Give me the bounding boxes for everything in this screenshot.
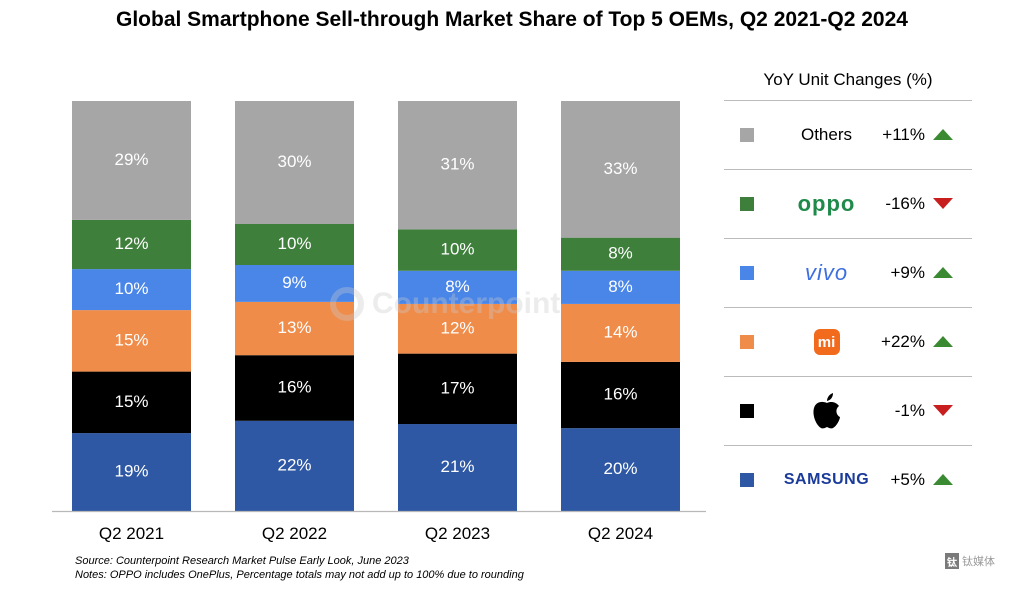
bar-segment-oppo-3 <box>398 229 517 271</box>
triangle-down-icon <box>933 198 953 209</box>
triangle-down-icon <box>933 405 953 416</box>
tmtpost-logo-icon: 钛 <box>945 553 959 569</box>
bar-segment-apple-2 <box>235 355 354 421</box>
bar-segment-vivo-3 <box>398 270 517 304</box>
triangle-up-icon <box>933 336 953 347</box>
data-label-samsung-2: 22% <box>277 455 311 474</box>
legend-panel: YoY Unit Changes (%) Others +11% oppo -16% v… <box>724 62 972 514</box>
data-label-vivo-3: 8% <box>445 277 470 296</box>
data-label-others-2: 30% <box>277 152 311 171</box>
x-tick-label: Q2 2023 <box>425 524 490 543</box>
bar-segment-others-3 <box>398 101 517 230</box>
yoy-change-vivo: +9% <box>890 263 926 282</box>
footnotes: Source: Counterpoint Research Market Pul… <box>75 554 524 582</box>
bar-segment-samsung-1 <box>72 433 191 511</box>
data-label-apple-2: 16% <box>277 377 311 396</box>
bar-segment-xiaomi-3 <box>398 303 517 354</box>
xiaomi-logo: mi <box>774 322 879 362</box>
bar-segment-oppo-1 <box>72 219 191 270</box>
data-label-apple-1: 15% <box>114 392 148 411</box>
bar-segment-others-1 <box>72 101 191 220</box>
bar-segment-apple-3 <box>398 353 517 425</box>
data-label-samsung-1: 19% <box>114 462 148 481</box>
counterpoint-watermark: Counterpoint <box>330 287 560 321</box>
legend-title: YoY Unit Changes (%) <box>724 62 972 101</box>
data-label-samsung-4: 20% <box>603 459 637 478</box>
bar-segment-samsung-2 <box>235 420 354 511</box>
legend-swatch-oppo <box>740 197 754 211</box>
bar-segment-oppo-2 <box>235 224 354 265</box>
data-label-oppo-1: 12% <box>114 234 148 253</box>
counterpoint-watermark-icon <box>330 287 364 321</box>
vivo-logo: vivo <box>774 253 879 293</box>
apple-logo <box>774 391 879 431</box>
triangle-up-icon <box>933 474 953 485</box>
triangle-up-icon <box>933 129 953 140</box>
x-tick-label: Q2 2022 <box>262 524 327 543</box>
bar-segment-apple-4 <box>561 361 680 429</box>
legend-row-xiaomi: mi +22% <box>724 308 972 377</box>
data-label-oppo-2: 10% <box>277 234 311 253</box>
xiaomi-logo-icon: mi <box>813 329 840 355</box>
vivo-logo-text: vivo <box>804 260 849 285</box>
bar-segment-oppo-4 <box>561 237 680 271</box>
data-label-apple-4: 16% <box>603 385 637 404</box>
data-label-xiaomi-2: 13% <box>277 318 311 337</box>
samsung-logo-text: SAMSUNG <box>783 471 870 488</box>
legend-swatch-others <box>740 128 754 142</box>
apple-logo-icon <box>812 393 840 429</box>
bar-segment-vivo-1 <box>72 269 191 311</box>
triangle-up-icon <box>933 267 953 278</box>
data-label-oppo-3: 10% <box>440 240 474 259</box>
yoy-change-xiaomi: +22% <box>881 332 925 351</box>
bar-segment-samsung-3 <box>398 424 517 511</box>
stacked-bar-chart: 19% 15% 15% 10% 12% 29% Q2 2021 22% 16% 13% 9% 10% 3… <box>52 101 706 543</box>
x-tick-label: Q2 2024 <box>588 524 653 543</box>
data-label-others-3: 31% <box>440 155 474 174</box>
source-note: Source: Counterpoint Research Market Pul… <box>75 555 409 567</box>
oppo-logo: oppo <box>774 184 879 224</box>
data-label-apple-3: 17% <box>440 378 474 397</box>
legend-row-oppo: oppo -16% <box>724 170 972 239</box>
bar-segment-samsung-4 <box>561 428 680 511</box>
data-label-vivo-4: 8% <box>608 277 633 296</box>
legend-swatch-xiaomi <box>740 335 754 349</box>
legend-label: Others <box>800 125 853 144</box>
legend-swatch-samsung <box>740 473 754 487</box>
bar-segment-vivo-4 <box>561 270 680 304</box>
yoy-change-oppo: -16% <box>885 194 925 213</box>
data-label-samsung-3: 21% <box>440 457 474 476</box>
legend-row-others: Others +11% <box>724 101 972 170</box>
legend-rows: Others +11% oppo -16% vivo +9% mi +22% -1% SAMSUN… <box>724 101 972 514</box>
bar-segment-xiaomi-4 <box>561 303 680 362</box>
bar-segment-apple-1 <box>72 371 191 434</box>
data-label-others-1: 29% <box>114 150 148 169</box>
legend-row-vivo: vivo +9% <box>724 239 972 308</box>
legend-row-apple: -1% <box>724 377 972 446</box>
yoy-change-samsung: +5% <box>890 470 926 489</box>
data-label-oppo-4: 8% <box>608 244 633 263</box>
legend-swatch-apple <box>740 404 754 418</box>
data-label-xiaomi-1: 15% <box>114 330 148 349</box>
notes-text: Notes: OPPO includes OnePlus, Percentage… <box>75 569 524 581</box>
data-label-others-4: 33% <box>603 159 637 178</box>
chart-title: Global Smartphone Sell-through Market Sh… <box>116 8 908 31</box>
yoy-change-apple: -1% <box>894 401 925 420</box>
oppo-logo-text: oppo <box>797 191 856 216</box>
legend-swatch-vivo <box>740 266 754 280</box>
x-tick-label: Q2 2021 <box>99 524 164 543</box>
tmtpost-logo-text: 钛媒体 <box>962 556 995 568</box>
watermark-text: Counterpoint <box>372 287 561 320</box>
data-label-vivo-2: 9% <box>282 273 307 292</box>
yoy-change-others: +11% <box>882 125 925 144</box>
data-label-xiaomi-3: 12% <box>440 318 474 337</box>
samsung-logo: SAMSUNG <box>774 460 879 500</box>
bar-segment-others-4 <box>561 101 680 238</box>
bar-segment-others-2 <box>235 101 354 224</box>
legend-row-samsung: SAMSUNG +5% <box>724 446 972 514</box>
data-label-xiaomi-4: 14% <box>603 322 637 341</box>
data-label-vivo-1: 10% <box>114 279 148 298</box>
bar-segment-xiaomi-1 <box>72 310 191 372</box>
tmtpost-logo: 钛 钛媒体 <box>945 553 995 569</box>
